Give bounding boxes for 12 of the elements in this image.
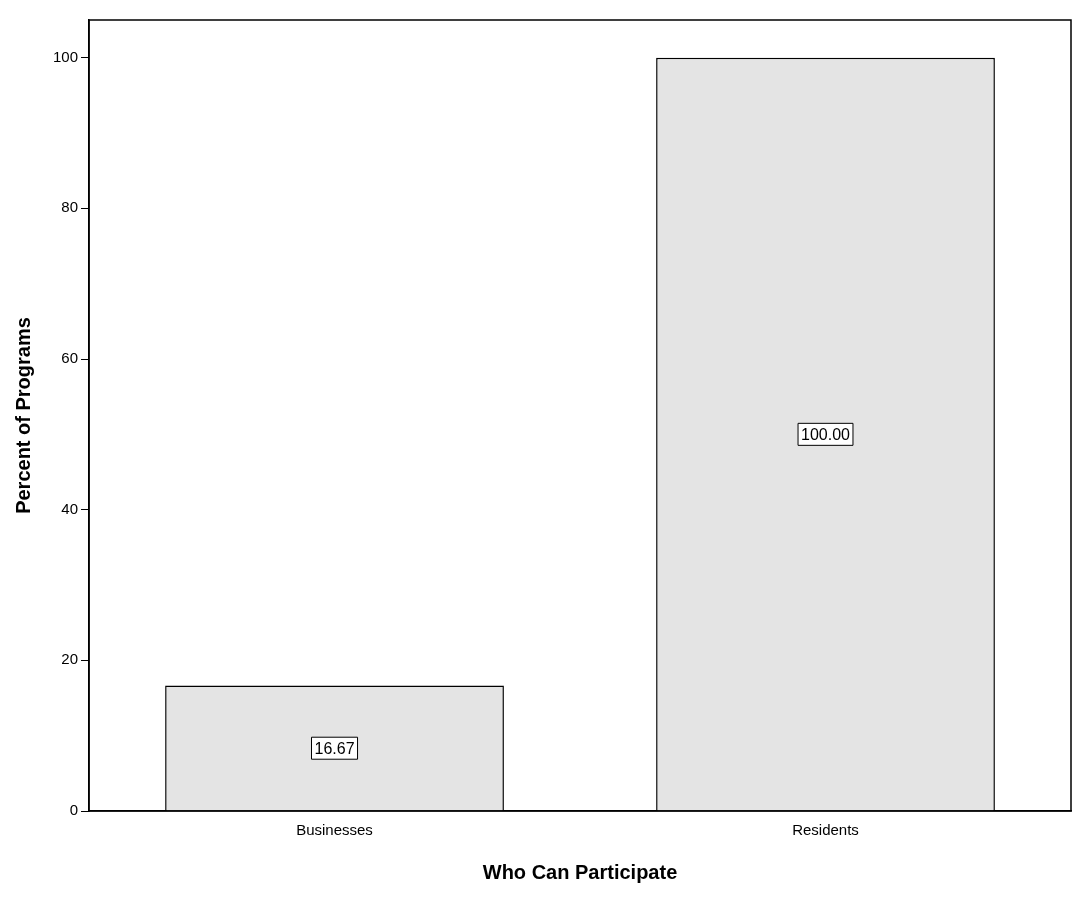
y-tick-label: 0 — [69, 801, 79, 819]
y-tick-label: 20 — [61, 650, 79, 668]
data-label: 100.00 — [801, 425, 851, 443]
x-axis-title: Who Can Participate — [482, 860, 678, 883]
y-tick-label: 80 — [61, 198, 79, 216]
y-tick-label: 60 — [61, 349, 79, 367]
y-tick-label: 40 — [61, 499, 79, 517]
y-axis-title: Percent of Programs — [11, 317, 34, 514]
x-tick-label: Residents — [792, 821, 859, 839]
x-tick-label: Businesses — [296, 821, 373, 839]
y-tick-label: 100 — [53, 47, 79, 65]
data-label: 16.67 — [314, 739, 355, 757]
